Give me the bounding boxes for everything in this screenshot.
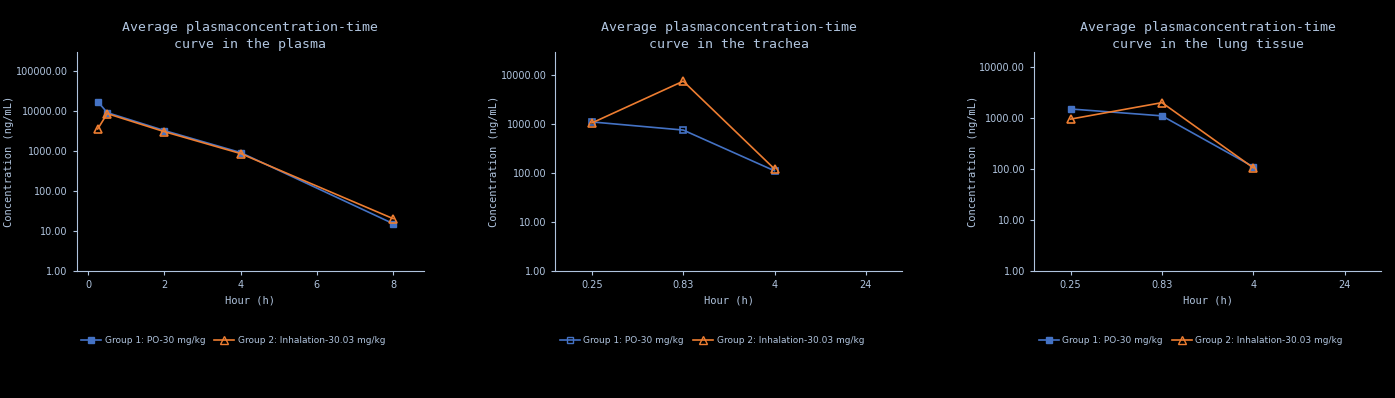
Y-axis label: Concentration (ng/mL): Concentration (ng/mL) (4, 96, 14, 227)
Group 1: PO-30 mg/kg: (0, 1.5e+03): PO-30 mg/kg: (0, 1.5e+03) (1063, 107, 1080, 111)
Y-axis label: Concentration (ng/mL): Concentration (ng/mL) (968, 96, 978, 227)
X-axis label: Hour (h): Hour (h) (225, 295, 275, 305)
Group 2: Inhalation-30.03 mg/kg: (1, 7.5e+03): Inhalation-30.03 mg/kg: (1, 7.5e+03) (675, 79, 692, 84)
Group 2: Inhalation-30.03 mg/kg: (8, 20): Inhalation-30.03 mg/kg: (8, 20) (385, 216, 402, 221)
Line: Group 1: PO-30 mg/kg: Group 1: PO-30 mg/kg (95, 98, 396, 227)
Legend: Group 1: PO-30 mg/kg, Group 2: Inhalation-30.03 mg/kg: Group 1: PO-30 mg/kg, Group 2: Inhalatio… (1039, 336, 1343, 345)
Group 1: PO-30 mg/kg: (0.5, 9e+03): PO-30 mg/kg: (0.5, 9e+03) (99, 110, 116, 115)
Group 2: Inhalation-30.03 mg/kg: (0.25, 3.5e+03): Inhalation-30.03 mg/kg: (0.25, 3.5e+03) (89, 127, 106, 131)
Group 1: PO-30 mg/kg: (8, 15): PO-30 mg/kg: (8, 15) (385, 221, 402, 226)
Legend: Group 1: PO-30 mg/kg, Group 2: Inhalation-30.03 mg/kg: Group 1: PO-30 mg/kg, Group 2: Inhalatio… (81, 336, 385, 345)
Line: Group 2: Inhalation-30.03 mg/kg: Group 2: Inhalation-30.03 mg/kg (587, 77, 778, 173)
Group 2: Inhalation-30.03 mg/kg: (0.5, 8.5e+03): Inhalation-30.03 mg/kg: (0.5, 8.5e+03) (99, 111, 116, 116)
Y-axis label: Concentration (ng/mL): Concentration (ng/mL) (490, 96, 499, 227)
Group 1: PO-30 mg/kg: (1, 750): PO-30 mg/kg: (1, 750) (675, 128, 692, 133)
Title: Average plasmaconcentration-time
curve in the lung tissue: Average plasmaconcentration-time curve i… (1080, 21, 1335, 51)
X-axis label: Hour (h): Hour (h) (704, 295, 753, 305)
Title: Average plasmaconcentration-time
curve in the trachea: Average plasmaconcentration-time curve i… (601, 21, 857, 51)
X-axis label: Hour (h): Hour (h) (1183, 295, 1233, 305)
Line: Group 2: Inhalation-30.03 mg/kg: Group 2: Inhalation-30.03 mg/kg (1067, 98, 1257, 172)
Group 2: Inhalation-30.03 mg/kg: (2, 105): Inhalation-30.03 mg/kg: (2, 105) (1244, 166, 1261, 170)
Group 2: Inhalation-30.03 mg/kg: (2, 3e+03): Inhalation-30.03 mg/kg: (2, 3e+03) (156, 129, 173, 134)
Group 1: PO-30 mg/kg: (0.25, 1.7e+04): PO-30 mg/kg: (0.25, 1.7e+04) (89, 99, 106, 104)
Group 2: Inhalation-30.03 mg/kg: (0, 1.05e+03): Inhalation-30.03 mg/kg: (0, 1.05e+03) (583, 121, 600, 125)
Group 2: Inhalation-30.03 mg/kg: (4, 850): Inhalation-30.03 mg/kg: (4, 850) (233, 151, 250, 156)
Group 2: Inhalation-30.03 mg/kg: (2, 120): Inhalation-30.03 mg/kg: (2, 120) (766, 167, 783, 172)
Line: Group 2: Inhalation-30.03 mg/kg: Group 2: Inhalation-30.03 mg/kg (93, 109, 398, 223)
Group 1: PO-30 mg/kg: (4, 900): PO-30 mg/kg: (4, 900) (233, 150, 250, 155)
Group 1: PO-30 mg/kg: (2, 110): PO-30 mg/kg: (2, 110) (766, 168, 783, 173)
Group 2: Inhalation-30.03 mg/kg: (1, 2e+03): Inhalation-30.03 mg/kg: (1, 2e+03) (1154, 100, 1170, 105)
Group 1: PO-30 mg/kg: (1, 1.1e+03): PO-30 mg/kg: (1, 1.1e+03) (1154, 113, 1170, 118)
Group 1: PO-30 mg/kg: (2, 110): PO-30 mg/kg: (2, 110) (1244, 164, 1261, 169)
Line: Group 1: PO-30 mg/kg: Group 1: PO-30 mg/kg (1067, 106, 1257, 170)
Group 1: PO-30 mg/kg: (0, 1.1e+03): PO-30 mg/kg: (0, 1.1e+03) (583, 119, 600, 124)
Group 2: Inhalation-30.03 mg/kg: (0, 950): Inhalation-30.03 mg/kg: (0, 950) (1063, 117, 1080, 121)
Legend: Group 1: PO-30 mg/kg, Group 2: Inhalation-30.03 mg/kg: Group 1: PO-30 mg/kg, Group 2: Inhalatio… (559, 336, 864, 345)
Title: Average plasmaconcentration-time
curve in the plasma: Average plasmaconcentration-time curve i… (123, 21, 378, 51)
Group 1: PO-30 mg/kg: (2, 3.2e+03): PO-30 mg/kg: (2, 3.2e+03) (156, 128, 173, 133)
Line: Group 1: PO-30 mg/kg: Group 1: PO-30 mg/kg (589, 119, 777, 174)
